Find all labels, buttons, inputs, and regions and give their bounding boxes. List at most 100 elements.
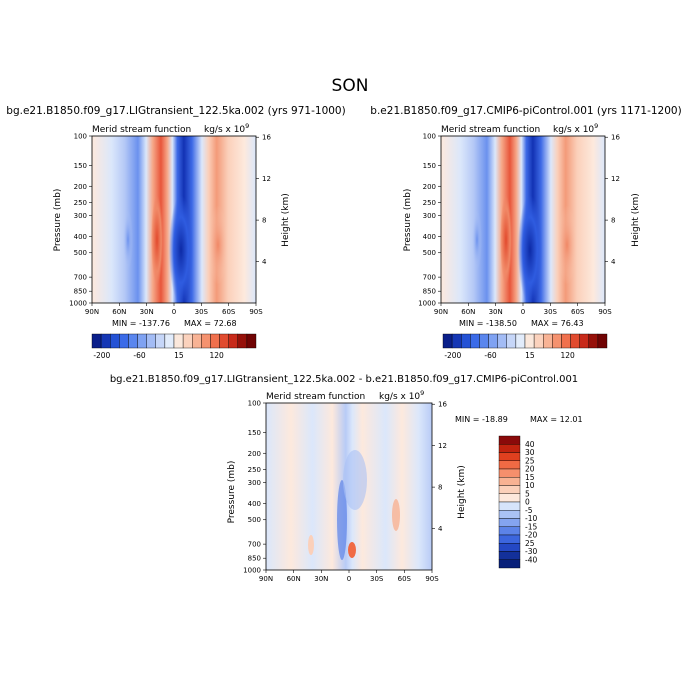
colorbar-diff-box bbox=[498, 518, 521, 527]
panel-1-cell-north-blue-core bbox=[123, 210, 133, 270]
colorbar-box bbox=[442, 333, 453, 349]
y-tick-label: 850 bbox=[74, 288, 87, 296]
y-tick-label: 1000 bbox=[418, 300, 436, 308]
colorbar-diff-label: -20 bbox=[525, 531, 537, 540]
colorbar-box bbox=[588, 333, 599, 349]
y-tick-label: 850 bbox=[248, 555, 261, 563]
panel-1-axes: 100 150 200 250 300 400 500 700 850 1000 16 12 8 4 90N… bbox=[69, 133, 271, 317]
x-tick-label: 90N bbox=[85, 308, 99, 316]
y-tick-label: 500 bbox=[74, 249, 87, 257]
y2-tick-label: 8 bbox=[438, 484, 442, 492]
panel-1-max: MAX = 72.68 bbox=[184, 319, 237, 328]
x-tick-label: 60S bbox=[571, 308, 585, 316]
panel-2-cell-south-blue-core bbox=[518, 195, 542, 305]
colorbar-diff-box bbox=[498, 551, 521, 560]
y-tick-label: 1000 bbox=[69, 300, 87, 308]
colorbar-diff-label: -40 bbox=[525, 555, 537, 564]
panel-2-cell-north-red-core bbox=[500, 195, 512, 285]
colorbar-box bbox=[579, 333, 589, 349]
colorbar-box bbox=[524, 333, 535, 349]
panel-2-title: b.e21.B1850.f09_g17.CMIP6-piControl.001 … bbox=[370, 105, 681, 117]
colorbar-diff-label: -10 bbox=[525, 514, 537, 523]
y-tick-label: 500 bbox=[248, 516, 261, 524]
colorbar-label: 15 bbox=[525, 351, 535, 360]
panel-2-cell-north-blue-core bbox=[472, 210, 482, 270]
colorbar-box bbox=[543, 333, 553, 349]
colorbar-label: -200 bbox=[93, 351, 110, 360]
y-tick-label: 400 bbox=[423, 233, 436, 241]
colorbar-box bbox=[192, 333, 202, 349]
x-tick-label: 90S bbox=[598, 308, 612, 316]
y-tick-label: 1000 bbox=[243, 567, 261, 575]
colorbar-box bbox=[210, 333, 220, 349]
colorbar-box bbox=[497, 333, 507, 349]
x-tick-label: 60N bbox=[461, 308, 475, 316]
y2-tick-label: 4 bbox=[611, 258, 616, 266]
x-tick-label: 0 bbox=[172, 308, 176, 316]
panel-1-unit: kg/s x 109 bbox=[204, 122, 249, 135]
colorbar-diff-box bbox=[498, 493, 521, 503]
panel-3-anomaly-blue-upper bbox=[343, 450, 367, 510]
panel-3-anomaly-red-south bbox=[392, 499, 400, 531]
panel-3-title: bg.e21.B1850.f09_g17.LIGtransient_122.5k… bbox=[110, 374, 578, 385]
colorbar-diff-label: -5 bbox=[525, 506, 533, 515]
x-tick-label: 0 bbox=[347, 575, 351, 583]
x-tick-label: 60N bbox=[287, 575, 301, 583]
y-tick-label: 250 bbox=[248, 466, 261, 474]
colorbar-box bbox=[515, 333, 526, 349]
colorbar-box bbox=[479, 333, 489, 349]
colorbar-panel-2: -200 -60 15 120 bbox=[442, 333, 608, 360]
y-tick-label: 100 bbox=[74, 133, 87, 141]
y-tick-label: 400 bbox=[74, 233, 87, 241]
y-tick-label: 250 bbox=[74, 199, 87, 207]
panel-1-y2label: Height (km) bbox=[281, 193, 291, 247]
panel-3-anomaly-red-core bbox=[348, 542, 356, 558]
colorbar-diff-box bbox=[498, 510, 521, 519]
colorbar-box bbox=[219, 333, 229, 349]
colorbar-box bbox=[597, 333, 608, 349]
colorbar-box bbox=[91, 333, 102, 349]
y-tick-label: 400 bbox=[248, 500, 261, 508]
panel-3-max: MAX = 12.01 bbox=[530, 415, 583, 424]
colorbar-box bbox=[128, 333, 138, 349]
panel-3-unit: kg/s x 109 bbox=[379, 389, 424, 402]
colorbar-diff-box bbox=[498, 526, 521, 536]
colorbar-diff-label: 5 bbox=[525, 489, 530, 498]
panel-1-min: MIN = -137.76 bbox=[112, 319, 170, 328]
y-tick-label: 700 bbox=[423, 274, 436, 282]
panel-2-axes: 100 150 200 250 300 400 500 700 850 1000 16 12 8 4 90N… bbox=[418, 133, 620, 317]
y-tick-label: 150 bbox=[423, 162, 436, 170]
colorbar-diff-label: 15 bbox=[525, 473, 535, 482]
colorbar-box bbox=[228, 333, 238, 349]
colorbar-diff-box bbox=[498, 452, 521, 461]
colorbar-label: -60 bbox=[484, 351, 496, 360]
y-tick-label: 200 bbox=[74, 183, 87, 191]
colorbar-label: 120 bbox=[209, 351, 224, 360]
y2-tick-label: 12 bbox=[438, 442, 447, 450]
colorbar-label: -60 bbox=[133, 351, 145, 360]
panel-1-title: bg.e21.B1850.f09_g17.LIGtransient_122.5k… bbox=[6, 105, 345, 117]
colorbar-box bbox=[461, 333, 471, 349]
panel-3-y2label: Height (km) bbox=[457, 465, 467, 519]
panel-2-y2label: Height (km) bbox=[631, 193, 641, 247]
colorbar-box bbox=[146, 333, 156, 349]
y-tick-label: 150 bbox=[248, 429, 261, 437]
x-tick-label: 30N bbox=[489, 308, 503, 316]
x-tick-label: 30S bbox=[544, 308, 558, 316]
panel-2-unit: kg/s x 109 bbox=[553, 122, 598, 135]
colorbar-label: -200 bbox=[444, 351, 461, 360]
panel-1-subtitle: Merid stream function bbox=[92, 125, 191, 135]
x-tick-label: 30N bbox=[314, 575, 328, 583]
y2-tick-label: 8 bbox=[611, 217, 615, 225]
panel-2: b.e21.B1850.f09_g17.CMIP6-piControl.001 … bbox=[370, 105, 681, 328]
x-tick-label: 60N bbox=[112, 308, 126, 316]
colorbar-box bbox=[100, 333, 111, 349]
panel-3-anomaly-blue-core bbox=[337, 480, 347, 560]
colorbar-diff-box bbox=[498, 501, 521, 511]
colorbar-diff-box bbox=[498, 435, 521, 445]
panel-2-subtitle: Merid stream function bbox=[441, 125, 540, 135]
x-tick-label: 90S bbox=[425, 575, 439, 583]
colorbar-box bbox=[155, 333, 166, 349]
colorbar-diff-label: 0 bbox=[525, 498, 530, 507]
colorbar-panel-1: -200 -60 15 120 bbox=[91, 333, 257, 360]
